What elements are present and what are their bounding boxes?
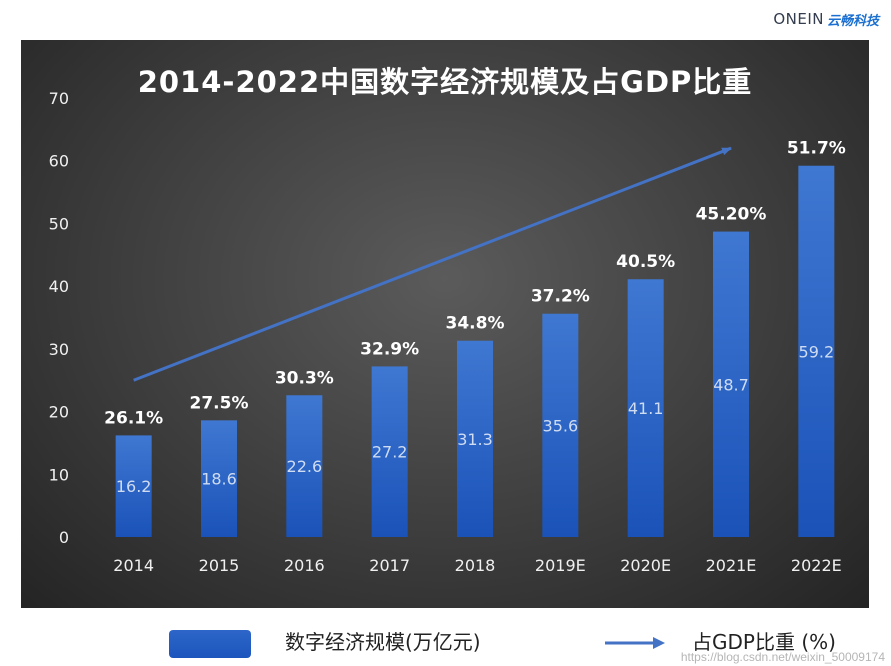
share-label: 26.1% bbox=[104, 408, 163, 428]
y-tick-label: 70 bbox=[49, 89, 69, 108]
share-label: 37.2% bbox=[531, 287, 590, 307]
share-label: 40.5% bbox=[616, 252, 675, 272]
bar-value-label: 18.6 bbox=[201, 470, 237, 489]
brand-logo: ONEIN 云畅科技 bbox=[773, 8, 879, 30]
bar-value-label: 35.6 bbox=[543, 416, 579, 435]
y-tick-label: 20 bbox=[49, 403, 69, 422]
y-tick-label: 50 bbox=[49, 214, 69, 233]
brand-name-en: ONEIN bbox=[773, 10, 824, 28]
trend-arrow bbox=[133, 146, 732, 382]
bar-series bbox=[115, 165, 835, 537]
brand-name-cn: 云畅科技 bbox=[826, 13, 879, 29]
x-tick-label: 2019E bbox=[535, 556, 586, 575]
x-tick-label: 2018 bbox=[455, 556, 496, 575]
y-tick-label: 60 bbox=[49, 152, 69, 171]
share-label: 34.8% bbox=[446, 314, 505, 334]
share-label: 30.3% bbox=[275, 368, 334, 388]
share-label: 51.7% bbox=[787, 139, 846, 159]
bar bbox=[542, 313, 579, 537]
bar-chart: 2014-2022中国数字经济规模及占GDP比重 0 10 20 30 40 50 60 70… bbox=[49, 65, 846, 575]
chart-panel: 2014-2022中国数字经济规模及占GDP比重 0 10 20 30 40 50 60 70… bbox=[21, 40, 869, 608]
bar bbox=[627, 279, 664, 537]
y-tick-label: 30 bbox=[49, 340, 69, 359]
y-tick-label: 10 bbox=[49, 465, 69, 484]
legend: 数字经济规模(万亿元) 占GDP比重 (%) bbox=[0, 612, 891, 666]
x-tick-label: 2015 bbox=[199, 556, 240, 575]
watermark: https://blog.csdn.net/weixin_50009174 bbox=[680, 650, 885, 664]
bar-value-label: 22.6 bbox=[287, 457, 323, 476]
bar bbox=[371, 366, 408, 537]
share-labels: 26.1% 27.5% 30.3% 32.9% 34.8% 37.2% 40.5% 45.20… bbox=[104, 139, 846, 429]
bar-value-label: 41.1 bbox=[628, 399, 664, 418]
x-tick-label: 2022E bbox=[791, 556, 842, 575]
y-tick-label: 0 bbox=[59, 528, 69, 547]
x-axis: 2014 2015 2016 2017 2018 2019E 2020E 2021E 2022E bbox=[113, 556, 841, 575]
x-tick-label: 2020E bbox=[620, 556, 671, 575]
x-tick-label: 2014 bbox=[113, 556, 154, 575]
bar-value-label: 27.2 bbox=[372, 443, 408, 462]
x-tick-label: 2021E bbox=[706, 556, 757, 575]
y-axis: 0 10 20 30 40 50 60 70 bbox=[49, 89, 69, 547]
legend-bar-swatch bbox=[169, 630, 251, 658]
bar-value-label: 31.3 bbox=[457, 430, 493, 449]
chart-title: 2014-2022中国数字经济规模及占GDP比重 bbox=[138, 65, 753, 99]
bar bbox=[286, 395, 323, 537]
share-label: 32.9% bbox=[360, 339, 419, 359]
legend-bar-label: 数字经济规模(万亿元) bbox=[285, 630, 481, 654]
bar-value-label: 59.2 bbox=[799, 342, 835, 361]
legend-arrow-icon bbox=[605, 637, 665, 649]
x-tick-label: 2017 bbox=[369, 556, 410, 575]
x-tick-label: 2016 bbox=[284, 556, 325, 575]
share-label: 45.20% bbox=[696, 205, 767, 225]
y-tick-label: 40 bbox=[49, 277, 69, 296]
bar bbox=[713, 231, 749, 537]
bar-value-label: 48.7 bbox=[713, 375, 749, 394]
share-label: 27.5% bbox=[190, 393, 249, 413]
bar bbox=[201, 420, 237, 537]
value-labels: 16.2 18.6 22.6 27.2 31.3 35.6 41.1 48.7 59.2 bbox=[116, 342, 834, 496]
bar bbox=[115, 435, 152, 537]
legend-line-label: 占GDP比重 (%) bbox=[692, 630, 836, 654]
bar-value-label: 16.2 bbox=[116, 477, 152, 496]
bar bbox=[457, 340, 493, 537]
bar bbox=[798, 165, 835, 537]
